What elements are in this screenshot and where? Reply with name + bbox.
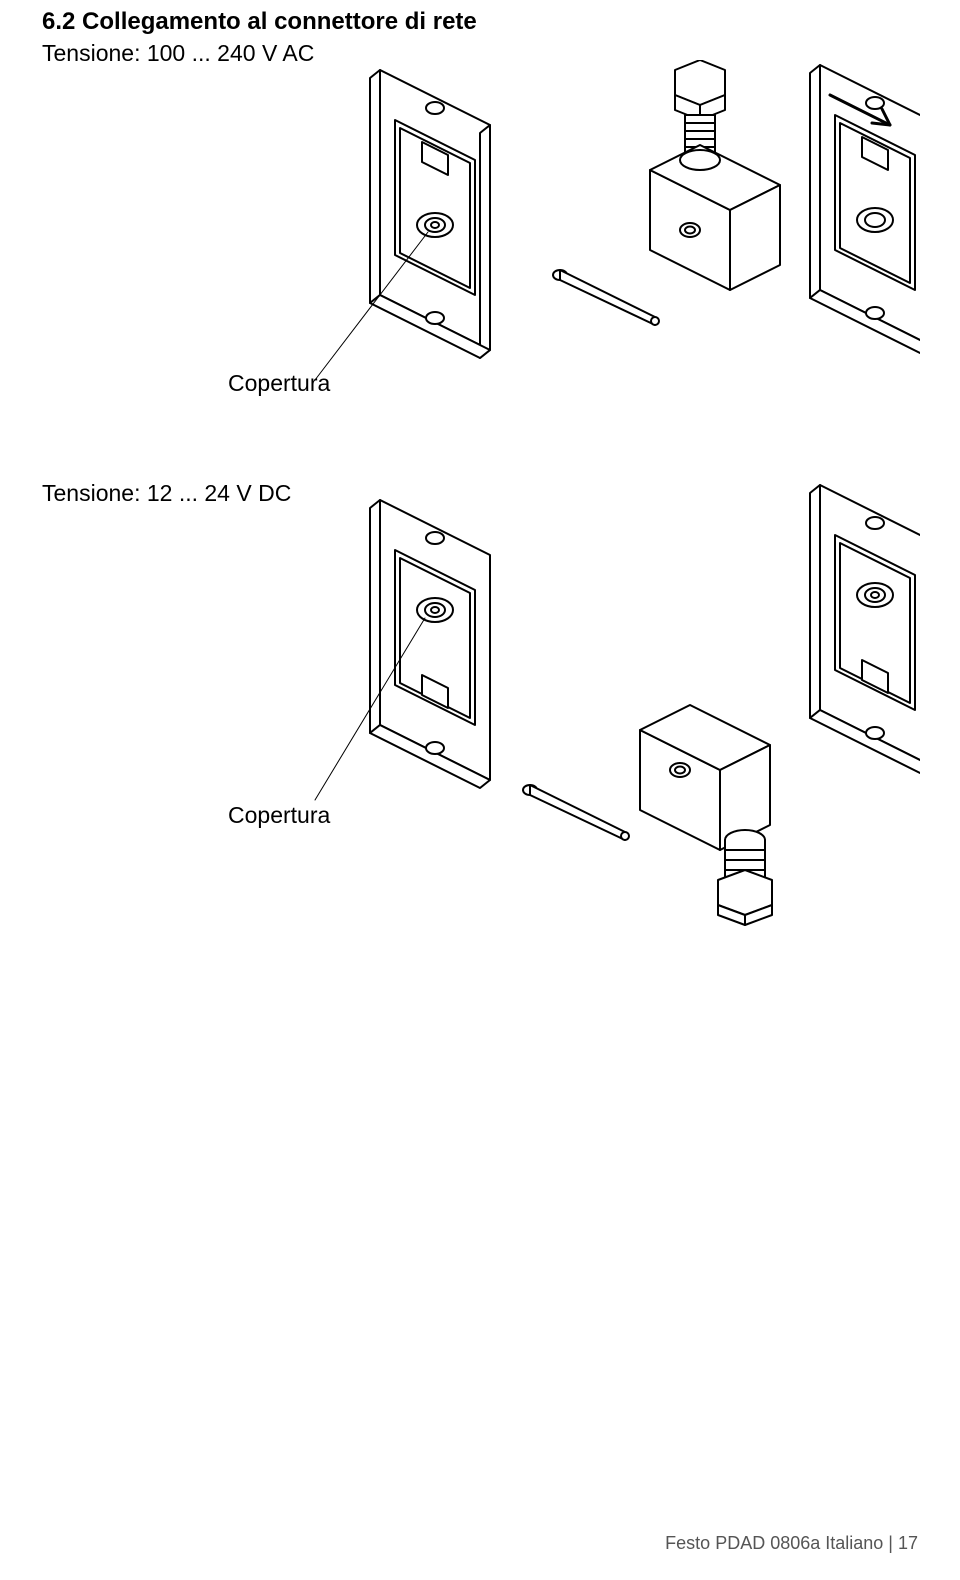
voltage-ac-text: Tensione: 100 ... 240 V AC <box>42 40 314 67</box>
page-footer: Festo PDAD 0806a Italiano | 17 <box>665 1533 918 1554</box>
section-heading: 6.2 Collegamento al connettore di rete <box>42 8 477 36</box>
diagram-dc <box>300 480 920 940</box>
voltage-dc-text: Tensione: 12 ... 24 V DC <box>42 480 291 507</box>
diagram-ac <box>300 60 920 400</box>
